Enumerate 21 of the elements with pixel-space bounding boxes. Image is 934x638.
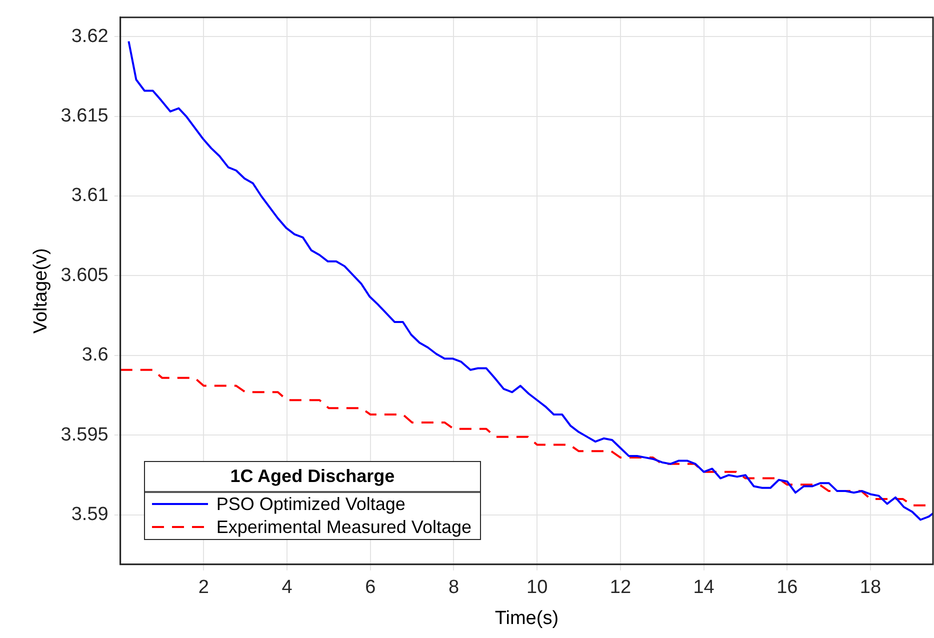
y-tick-label: 3.595: [60, 424, 108, 446]
y-axis-title: Voltage(v): [30, 248, 52, 334]
x-tick-label: 16: [776, 577, 798, 598]
x-tick-label: 2: [198, 577, 209, 598]
legend-title: 1C Aged Discharge: [229, 465, 396, 488]
x-tick-label: 12: [610, 577, 632, 598]
legend-label: PSO Optimized Voltage: [216, 494, 406, 515]
y-tick-label: 3.615: [60, 106, 108, 127]
y-tick-label: 3.61: [71, 185, 108, 206]
x-tick-label: 6: [365, 577, 376, 598]
x-tick-label: 18: [860, 577, 882, 598]
x-tick-label: 8: [448, 577, 460, 598]
y-tick-label: 3.62: [71, 26, 108, 47]
x-tick-label: 4: [282, 577, 293, 598]
x-tick-label: 14: [693, 577, 715, 598]
y-tick-label: 3.605: [60, 264, 108, 286]
y-tick-label: 3.59: [71, 504, 108, 526]
x-axis-title: Time(s): [494, 608, 559, 629]
x-tick-label: 10: [526, 577, 548, 598]
y-tick-label: 3.6: [82, 344, 108, 366]
legend-label: Experimental Measured Voltage: [216, 516, 472, 538]
